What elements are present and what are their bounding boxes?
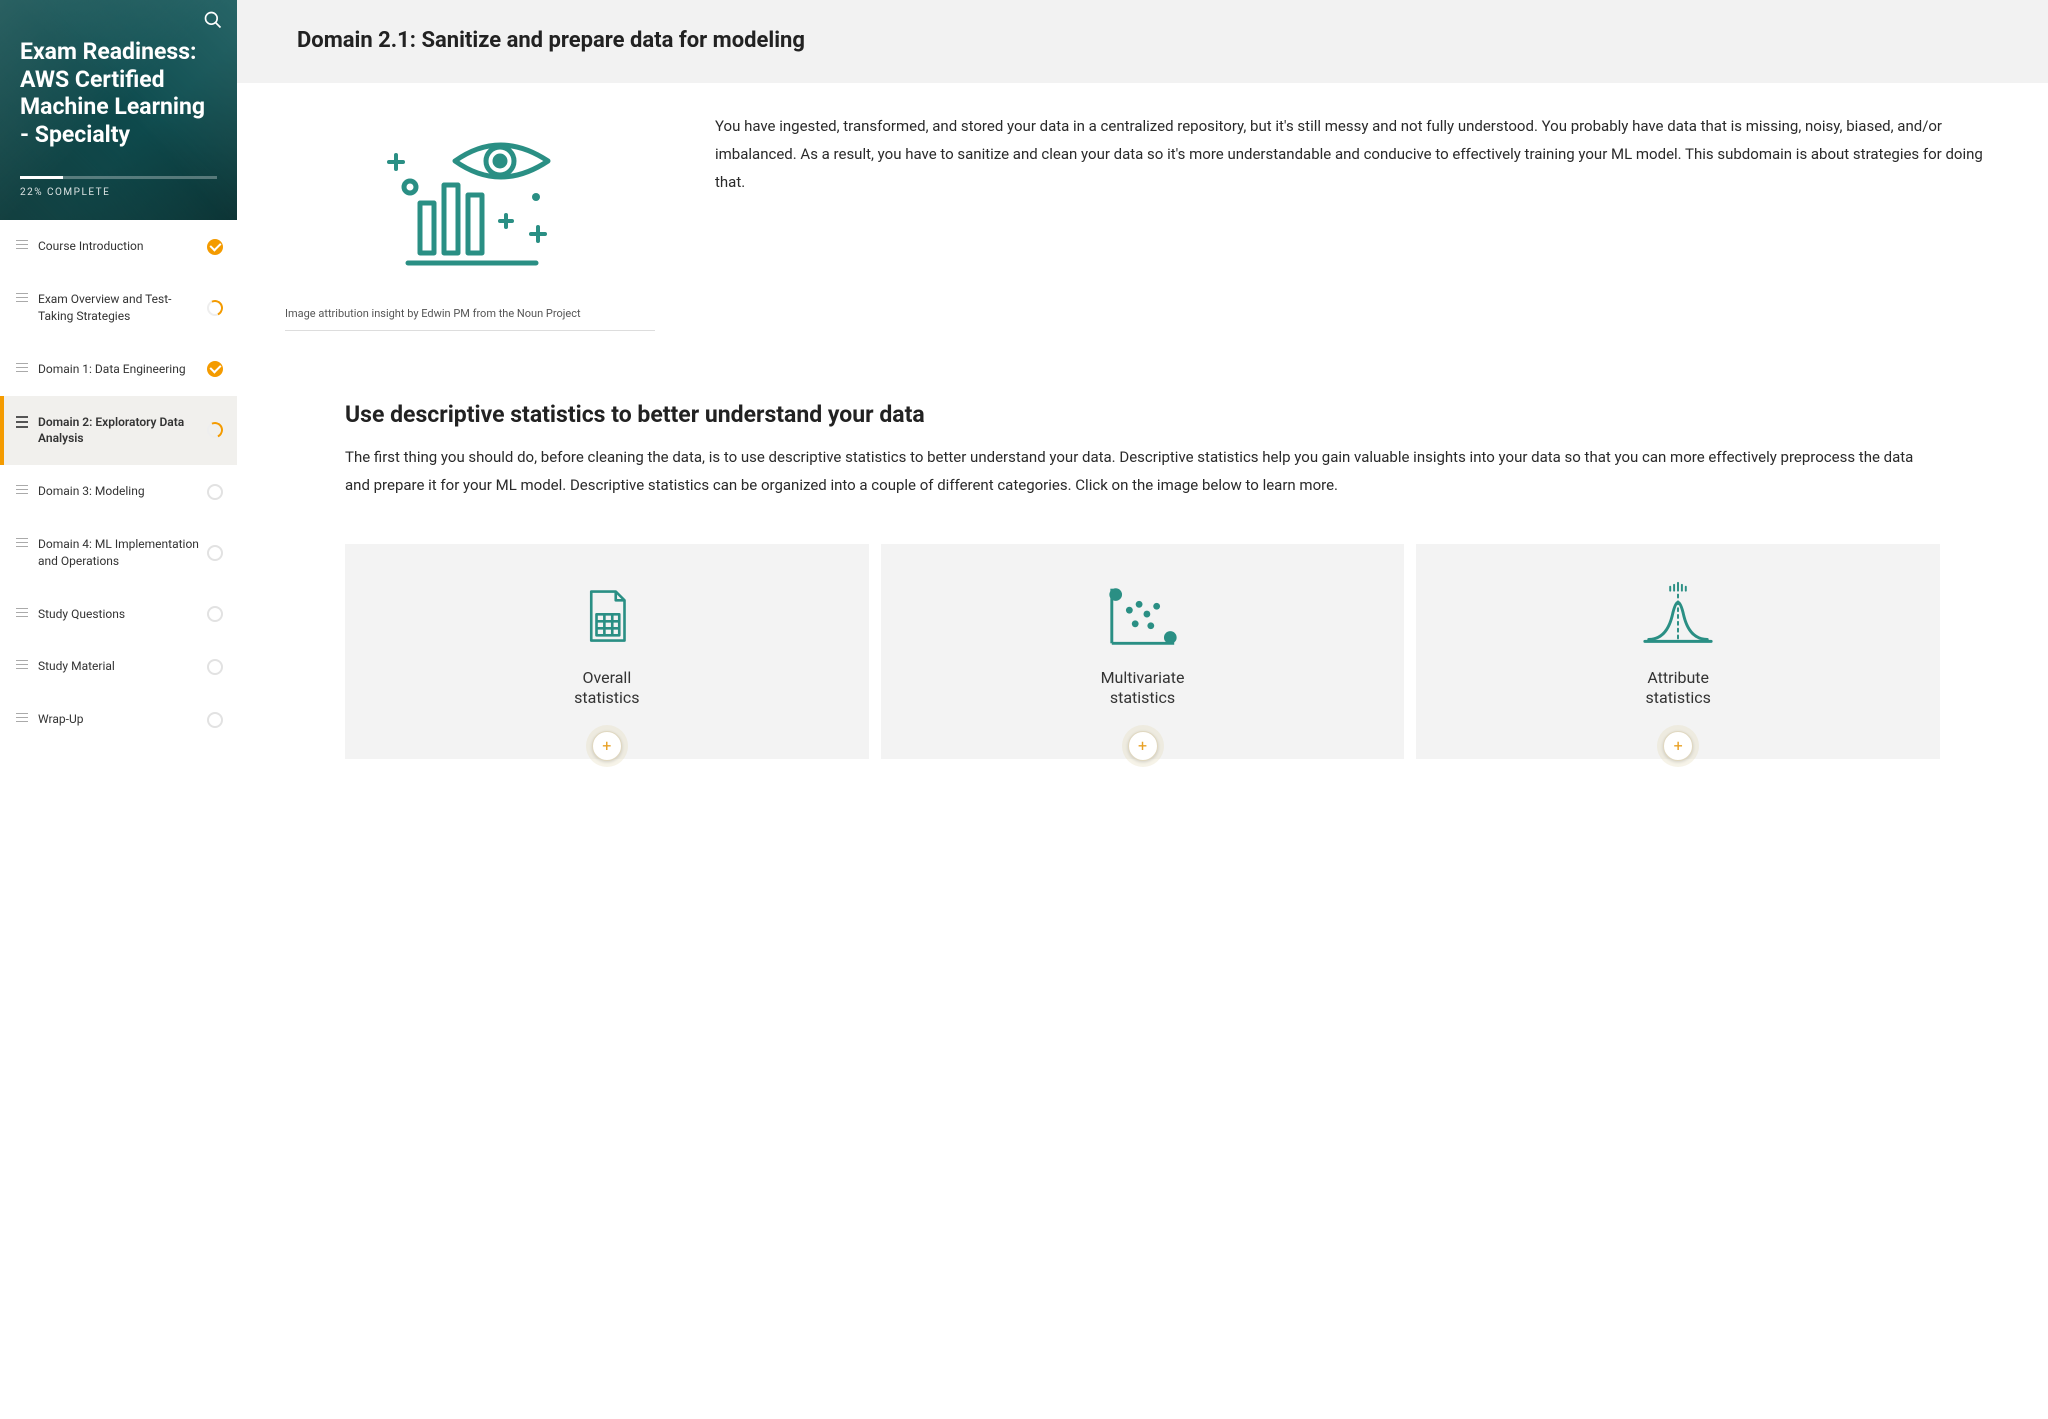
figure-caption: Image attribution insight by Edwin PM fr… (285, 301, 655, 331)
sidebar-item-label: Study Questions (38, 606, 207, 623)
list-icon (16, 363, 28, 375)
descriptive-stats-section: Use descriptive statistics to better und… (285, 401, 2000, 759)
intro-figure: Image attribution insight by Edwin PM fr… (285, 113, 655, 331)
sidebar-item[interactable]: Course Introduction (0, 220, 237, 273)
card-label: Overallstatistics (355, 668, 859, 710)
status-indicator (207, 659, 223, 675)
sidebar-item[interactable]: Wrap-Up (0, 693, 237, 746)
card-icon (1426, 576, 1930, 656)
sidebar-header: Exam Readiness: AWS Certified Machine Le… (0, 0, 237, 220)
expand-button[interactable]: + (1128, 731, 1158, 761)
status-indicator (207, 361, 223, 377)
status-indicator (207, 300, 223, 316)
card-label: Multivariatestatistics (891, 668, 1395, 710)
sidebar-item[interactable]: Domain 2: Exploratory Data Analysis (0, 396, 237, 466)
card-icon (355, 576, 859, 656)
list-icon (16, 713, 28, 725)
intro-text: You have ingested, transformed, and stor… (715, 113, 2000, 196)
list-icon (16, 538, 28, 550)
sidebar-item-label: Domain 3: Modeling (38, 483, 207, 500)
progress-label: 22% COMPLETE (20, 187, 217, 198)
sidebar-item-label: Exam Overview and Test-Taking Strategies (38, 291, 207, 325)
status-indicator (207, 239, 223, 255)
status-indicator (207, 422, 223, 438)
sidebar-item-label: Domain 2: Exploratory Data Analysis (38, 414, 207, 448)
main-content: Domain 2.1: Sanitize and prepare data fo… (237, 0, 2048, 1419)
list-icon (16, 485, 28, 497)
page-header: Domain 2.1: Sanitize and prepare data fo… (237, 0, 2048, 83)
list-icon (16, 608, 28, 620)
status-indicator (207, 545, 223, 561)
insight-icon (285, 113, 655, 301)
expand-button[interactable]: + (1663, 731, 1693, 761)
section-body: The first thing you should do, before cl… (345, 444, 1940, 500)
nav-list: Course Introduction Exam Overview and Tes… (0, 220, 237, 746)
sidebar-item[interactable]: Exam Overview and Test-Taking Strategies (0, 273, 237, 343)
course-title: Exam Readiness: AWS Certified Machine Le… (20, 38, 217, 148)
list-icon (16, 660, 28, 672)
status-indicator (207, 712, 223, 728)
info-card[interactable]: Multivariatestatistics + (881, 544, 1405, 759)
card-row: Overallstatistics+Multivariatestatistics… (345, 544, 1940, 759)
sidebar-item-label: Course Introduction (38, 238, 207, 255)
status-indicator (207, 606, 223, 622)
card-label: Attributestatistics (1426, 668, 1930, 710)
sidebar-item[interactable]: Study Material (0, 640, 237, 693)
search-icon[interactable] (203, 10, 223, 30)
status-indicator (207, 484, 223, 500)
sidebar-item[interactable]: Domain 4: ML Implementation and Operatio… (0, 518, 237, 588)
list-icon (16, 416, 28, 431)
sidebar-item-label: Study Material (38, 658, 207, 675)
sidebar-item-label: Wrap-Up (38, 711, 207, 728)
sidebar-item[interactable]: Domain 3: Modeling (0, 465, 237, 518)
info-card[interactable]: Attributestatistics + (1416, 544, 1940, 759)
expand-button[interactable]: + (592, 731, 622, 761)
sidebar-item-label: Domain 4: ML Implementation and Operatio… (38, 536, 207, 570)
sidebar-item[interactable]: Study Questions (0, 588, 237, 641)
sidebar-item-label: Domain 1: Data Engineering (38, 361, 207, 378)
section-heading: Use descriptive statistics to better und… (345, 401, 1940, 428)
card-icon (891, 576, 1395, 656)
list-icon (16, 240, 28, 252)
sidebar-item[interactable]: Domain 1: Data Engineering (0, 343, 237, 396)
sidebar: Exam Readiness: AWS Certified Machine Le… (0, 0, 237, 1419)
progress-bar (20, 176, 217, 179)
list-icon (16, 293, 28, 305)
info-card[interactable]: Overallstatistics + (345, 544, 869, 759)
page-title: Domain 2.1: Sanitize and prepare data fo… (297, 28, 1988, 53)
